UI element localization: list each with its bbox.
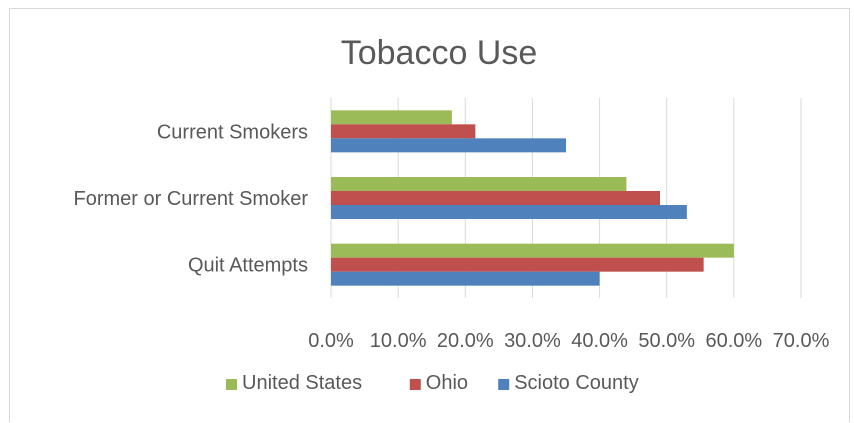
- legend-swatch: [409, 379, 421, 390]
- category-label: Former or Current Smoker: [74, 188, 309, 210]
- legend-swatch: [226, 379, 237, 390]
- legend-label: Ohio: [426, 372, 468, 394]
- x-tick-label: 30.0%: [504, 330, 561, 352]
- x-tick-label: 50.0%: [638, 330, 695, 352]
- bar: [331, 243, 734, 258]
- category-label: Current Smokers: [157, 121, 308, 143]
- legend-swatch: [498, 379, 510, 390]
- x-tick-label: 0.0%: [308, 330, 354, 352]
- bar: [331, 205, 687, 219]
- bar: [331, 138, 566, 153]
- bar: [331, 271, 600, 286]
- x-tick-label: 70.0%: [773, 330, 830, 352]
- bars: [331, 110, 734, 286]
- category-labels: Current Smokers Former or Current Smoker Q…: [74, 121, 309, 276]
- legend-label: United States: [242, 372, 362, 394]
- x-tick-label: 20.0%: [437, 330, 494, 352]
- legend: United States Ohio Scioto County: [226, 372, 639, 394]
- bar: [331, 124, 476, 139]
- x-tick-label: 60.0%: [705, 330, 762, 352]
- chart-title: Tobacco Use: [341, 34, 538, 72]
- category-label: Quit Attempts: [188, 255, 308, 277]
- bar: [331, 177, 627, 191]
- chart-frame: [9, 8, 850, 422]
- bar: [331, 257, 704, 272]
- x-tick-label: 40.0%: [571, 330, 628, 352]
- legend-label: Scioto County: [514, 372, 639, 394]
- bar: [331, 191, 660, 205]
- x-tick-labels: 0.0% 10.0% 20.0% 30.0% 40.0% 50.0% 60.0% 70.0%: [308, 330, 829, 352]
- x-tick-label: 10.0%: [370, 330, 427, 352]
- bar: [331, 110, 452, 125]
